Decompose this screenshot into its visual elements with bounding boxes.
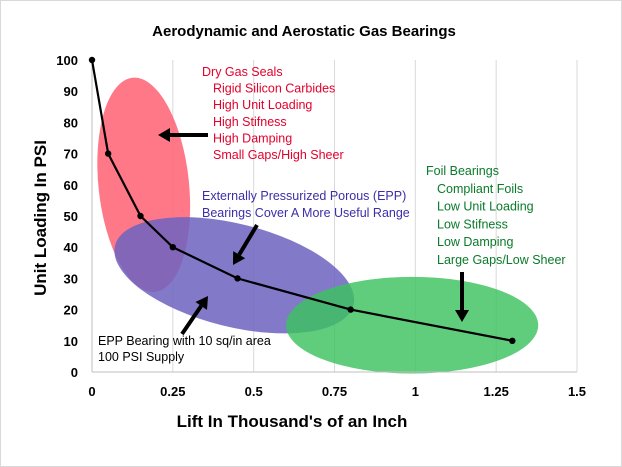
region-label-line: Compliant Foils [437, 182, 523, 196]
region-label-line: High Damping [213, 131, 292, 145]
y-tick-label: 0 [71, 365, 78, 380]
chart-title: Aerodynamic and Aerostatic Gas Bearings [152, 23, 456, 40]
region-label-line: Low Stifness [437, 217, 508, 231]
y-tick-label: 60 [64, 178, 78, 193]
region-label-line: Foil Bearings [426, 164, 499, 178]
region-label-line: High Unit Loading [213, 98, 312, 112]
x-tick-label: 1 [412, 384, 419, 399]
y-tick-label: 80 [64, 115, 78, 130]
note-line: 100 PSI Supply [98, 350, 185, 364]
region-label-line: Low Damping [437, 235, 513, 249]
y-tick-label: 50 [64, 209, 78, 224]
data-point [234, 275, 241, 282]
y-tick-label: 10 [64, 334, 78, 349]
x-tick-label: 1.5 [568, 384, 586, 399]
y-tick-label: 40 [64, 240, 78, 255]
arrow-shaft [180, 304, 203, 336]
y-tick-label: 90 [64, 84, 78, 99]
y-tick-label: 20 [64, 303, 78, 318]
arrow-head [455, 310, 469, 322]
region-label-line: Small Gaps/High Sheer [213, 148, 344, 162]
arrow [158, 128, 208, 142]
y-tick-label: 100 [56, 53, 78, 68]
x-tick-labels: 0 0.25 0.5 0.75 1 1.25 1.5 [88, 384, 586, 399]
region-label-line: Low Unit Loading [437, 200, 534, 214]
y-tick-labels: 0 10 20 30 40 50 60 70 80 90 100 [56, 53, 78, 380]
annotations: Dry Gas Seals Rigid Silicon Carbides High … [98, 65, 566, 364]
region-label-line: Dry Gas Seals [202, 65, 283, 79]
x-tick-label: 1.25 [484, 384, 509, 399]
data-point [104, 150, 112, 157]
arrow-head [158, 128, 170, 142]
data-point [137, 212, 144, 220]
arrow [233, 223, 259, 265]
series-1 [88, 56, 516, 344]
region-label-line: Externally Pressurized Porous (EPP) [202, 189, 406, 203]
arrow-shaft [237, 223, 259, 256]
x-tick-label: 0.5 [245, 384, 263, 399]
y-tick-label: 70 [64, 147, 78, 162]
data-point [169, 244, 177, 251]
region-label-line: High Stifness [213, 115, 287, 129]
arrows [158, 128, 469, 336]
region-label-line: Rigid Silicon Carbides [213, 82, 335, 96]
note-line: EPP Bearing with 10 sq/in area [98, 334, 271, 348]
data-point [88, 56, 96, 64]
y-axis-label: Unit Loading In PSI [31, 140, 50, 296]
region-label-line: Large Gaps/Low Sheer [437, 253, 566, 267]
region-ellipse [286, 276, 539, 374]
x-tick-label: 0 [88, 384, 95, 399]
y-tick-label: 30 [64, 271, 78, 286]
arrow [455, 272, 469, 322]
arrow-head [233, 251, 246, 265]
x-tick-label: 0.75 [322, 384, 347, 399]
data-point [509, 337, 516, 344]
x-tick-label: 0.25 [160, 384, 185, 399]
arrow [180, 296, 208, 336]
region-label-line: Bearings Cover A More Useful Range [202, 206, 410, 220]
data-point [347, 306, 354, 313]
x-axis-label: Lift In Thousand's of an Inch [177, 412, 408, 431]
arrow-head [195, 296, 208, 310]
